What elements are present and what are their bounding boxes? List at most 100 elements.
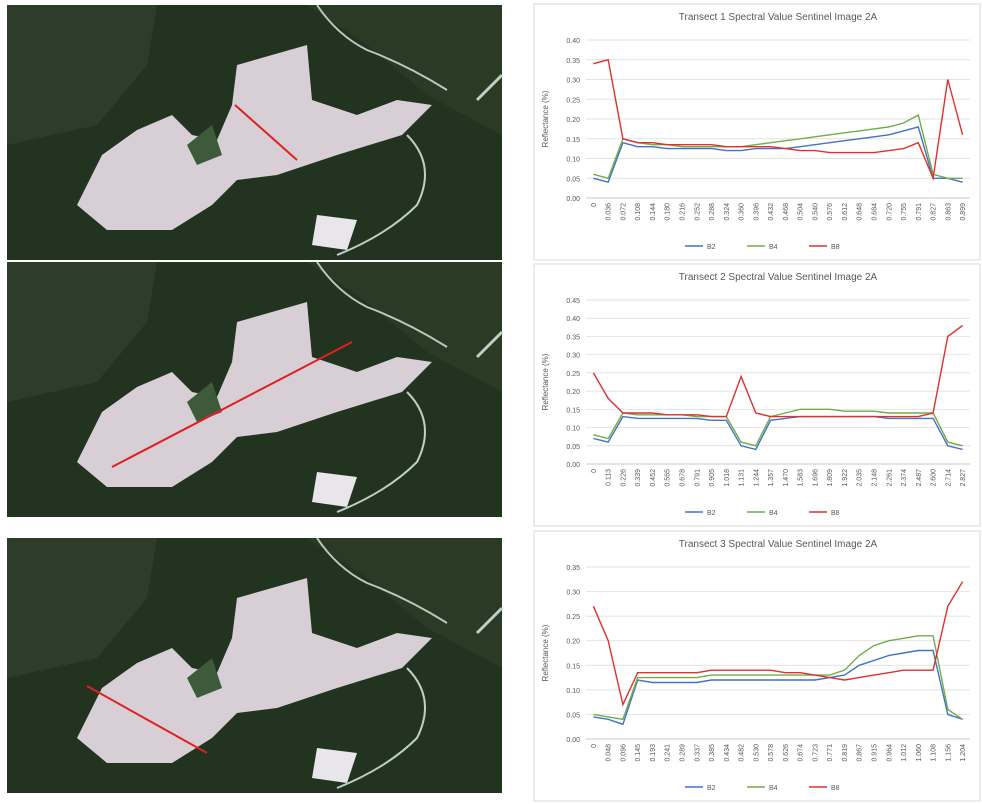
x-tick-label: 1.204 (960, 744, 967, 762)
x-tick-label: 2.714 (945, 469, 952, 487)
chart-title: Transect 3 Spectral Value Sentinel Image… (679, 539, 878, 550)
charts: Transect 1 Spectral Value Sentinel Image… (530, 0, 982, 804)
image-transect-3 (7, 538, 502, 793)
legend-label: B4 (769, 510, 778, 517)
x-tick-label: 0.113 (606, 469, 613, 486)
x-tick-label: 0.048 (606, 744, 613, 762)
x-tick-label: 1.018 (724, 469, 731, 487)
x-tick-label: 0.612 (842, 203, 849, 221)
y-axis-label: Reflectance (%) (541, 90, 550, 147)
y-tick-label: 0.05 (566, 712, 580, 719)
x-tick-label: 0.504 (798, 203, 805, 221)
x-tick-label: 0.791 (694, 469, 701, 487)
x-tick-label: 1.012 (901, 744, 908, 762)
y-tick-label: 0.10 (566, 426, 580, 433)
x-tick-label: 0.289 (680, 744, 687, 762)
x-tick-label: 1.060 (916, 744, 923, 762)
x-tick-label: 0.216 (680, 203, 687, 221)
y-tick-label: 0.35 (566, 58, 580, 65)
x-tick-label: 0.578 (768, 744, 775, 762)
x-tick-label: 0.626 (783, 744, 790, 762)
chart-title: Transect 1 Spectral Value Sentinel Image… (679, 12, 878, 23)
x-tick-label: 0.226 (620, 469, 627, 487)
y-tick-label: 0.20 (566, 639, 580, 646)
y-tick-label: 0.15 (566, 407, 580, 414)
x-tick-label: 0.819 (842, 744, 849, 762)
x-tick-label: 0.755 (901, 203, 908, 221)
x-tick-label: 1.470 (783, 469, 790, 487)
x-tick-label: 0.530 (753, 744, 760, 762)
x-tick-label: 0.674 (798, 744, 805, 762)
x-tick-label: 0.678 (680, 469, 687, 487)
x-tick-label: 1.357 (768, 469, 775, 487)
chart-title: Transect 2 Spectral Value Sentinel Image… (679, 272, 878, 283)
x-tick-label: 0.964 (886, 744, 893, 762)
x-tick-label: 0 (591, 469, 598, 473)
legend-label: B8 (831, 244, 840, 251)
x-tick-label: 0.576 (827, 203, 834, 221)
y-tick-label: 0.30 (566, 78, 580, 85)
x-tick-label: 0.482 (739, 744, 746, 762)
y-tick-label: 0.20 (566, 389, 580, 396)
chart-frame (534, 4, 980, 260)
x-tick-label: 0.193 (650, 744, 657, 762)
y-tick-label: 0.15 (566, 663, 580, 670)
legend-label: B4 (769, 785, 778, 792)
x-tick-label: 0.905 (709, 469, 716, 487)
x-tick-label: 2.374 (901, 469, 908, 487)
x-tick-label: 0.337 (694, 744, 701, 762)
y-tick-label: 0.40 (566, 316, 580, 323)
x-tick-label: 0.863 (945, 203, 952, 221)
x-tick-label: 1.131 (739, 469, 746, 487)
x-tick-label: 0.791 (916, 203, 923, 221)
legend-label: B8 (831, 785, 840, 792)
x-tick-label: 2.261 (886, 469, 893, 487)
legend-label: B2 (707, 785, 716, 792)
x-tick-label: 0.867 (857, 744, 864, 762)
y-axis-label: Reflectance (%) (541, 624, 550, 681)
x-tick-label: 0.145 (635, 744, 642, 762)
y-tick-label: 0.10 (566, 157, 580, 164)
y-tick-label: 0.05 (566, 444, 580, 451)
x-tick-label: 0.434 (724, 744, 731, 762)
x-tick-label: 0.771 (827, 744, 834, 762)
x-tick-label: 0.648 (857, 203, 864, 221)
chart-panel: Transect 1 Spectral Value Sentinel Image… (534, 4, 980, 260)
legend-label: B2 (707, 244, 716, 251)
y-tick-label: 0.40 (566, 38, 580, 45)
x-tick-label: 0.241 (665, 744, 672, 762)
y-tick-label: 0.15 (566, 137, 580, 144)
x-tick-label: 0.385 (709, 744, 716, 762)
chart-panel: Transect 3 Spectral Value Sentinel Image… (534, 531, 980, 801)
x-tick-label: 1.108 (931, 744, 938, 762)
x-tick-label: 0.096 (620, 744, 627, 762)
x-tick-label: 0 (591, 744, 598, 748)
image-transect-1 (7, 5, 502, 260)
x-tick-label: 0.915 (872, 744, 879, 762)
x-tick-label: 2.035 (857, 469, 864, 487)
chart-panel: Transect 2 Spectral Value Sentinel Image… (534, 264, 980, 526)
y-tick-label: 0.35 (566, 334, 580, 341)
satellite-images (0, 0, 510, 804)
x-tick-label: 0.360 (739, 203, 746, 221)
y-tick-label: 0.30 (566, 353, 580, 360)
x-tick-label: 1.244 (753, 469, 760, 487)
x-tick-label: 0.720 (886, 203, 893, 221)
x-tick-label: 0.072 (620, 203, 627, 221)
y-axis-label: Reflectance (%) (541, 353, 550, 410)
x-tick-label: 0.288 (709, 203, 716, 221)
y-tick-label: 0.05 (566, 176, 580, 183)
x-tick-label: 0.396 (753, 203, 760, 221)
x-tick-label: 0.540 (812, 203, 819, 221)
x-tick-label: 0.899 (960, 203, 967, 221)
x-tick-label: 0.036 (606, 203, 613, 221)
y-tick-label: 0.45 (566, 298, 580, 305)
y-tick-label: 0.35 (566, 565, 580, 572)
figure: Transect 1 Spectral Value Sentinel Image… (0, 0, 982, 804)
legend-label: B2 (707, 510, 716, 517)
y-tick-label: 0.25 (566, 97, 580, 104)
x-tick-label: 2.148 (872, 469, 879, 487)
x-tick-label: 2.600 (931, 469, 938, 487)
y-tick-label: 0.00 (566, 196, 580, 203)
x-tick-label: 0.452 (650, 469, 657, 487)
